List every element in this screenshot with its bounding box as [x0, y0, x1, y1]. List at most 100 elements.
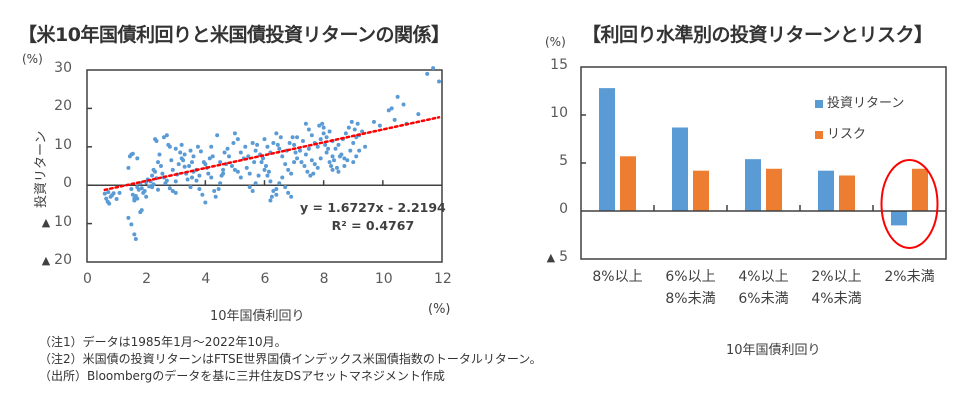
scatter-point — [156, 187, 160, 192]
scatter-point — [306, 146, 311, 151]
scatter-point — [280, 154, 285, 159]
scatter-point — [346, 125, 351, 130]
scatter-point — [349, 119, 354, 124]
scatter-point — [154, 139, 159, 144]
scatter-point — [295, 135, 300, 140]
scatter-point — [329, 164, 334, 168]
scatter-point — [253, 181, 258, 186]
scatter-point — [114, 197, 119, 202]
tick-value: 15 — [550, 57, 568, 73]
scatter-point — [355, 121, 360, 126]
right-y-unit: (%) — [545, 35, 566, 49]
scatter-point — [130, 151, 135, 156]
scatter-point — [187, 164, 192, 168]
scatter-point — [389, 106, 394, 111]
scatter-point — [126, 215, 131, 220]
scatter-point — [395, 94, 400, 99]
scatter-point — [277, 146, 282, 151]
scatter-point — [280, 175, 285, 180]
scatter-point — [157, 152, 162, 157]
scatter-point — [334, 165, 339, 170]
scatter-point — [194, 178, 199, 183]
bar-risk — [839, 175, 855, 211]
category-label-line: 6%未満 — [738, 291, 789, 307]
scatter-point — [324, 135, 329, 140]
scatter-point — [431, 66, 436, 71]
scatter-point — [283, 185, 288, 190]
scatter-point — [315, 165, 320, 170]
negative-marker-icon: ▲ — [41, 254, 51, 267]
tick-value: 20 — [54, 98, 72, 115]
scatter-point — [318, 156, 323, 161]
scatter-point — [232, 167, 237, 172]
scatter-point — [269, 194, 274, 199]
trendline — [103, 116, 441, 192]
scatter-point — [150, 173, 155, 178]
scatter-point — [392, 117, 397, 122]
scatter-point — [213, 194, 218, 199]
scatter-point — [352, 127, 357, 132]
scatter-point — [360, 129, 365, 134]
scatter-point — [200, 192, 205, 197]
y-tick-label: 30 — [54, 60, 72, 76]
scatter-point — [206, 171, 211, 176]
scatter-point — [203, 200, 208, 205]
scatter-point — [333, 146, 338, 151]
scatter-point — [275, 142, 280, 147]
scatter-point — [252, 160, 257, 165]
scatter-point — [235, 137, 240, 142]
category-label-line: 8%未満 — [665, 291, 716, 307]
scatter-point — [156, 160, 160, 165]
tick-value: 5 — [559, 153, 568, 169]
scatter-point — [190, 160, 195, 165]
x-tick-label: 8 — [319, 271, 329, 287]
scatter-point — [215, 133, 220, 138]
y-tick-label: ▲ 10 — [42, 214, 72, 230]
right-chart-title: 【利回り水準別の投資リターンとリスク】 — [582, 24, 933, 46]
scatter-point — [263, 164, 268, 168]
bar-return — [672, 127, 688, 211]
scatter-point — [302, 164, 307, 168]
scatter-point — [250, 140, 255, 145]
scatter-point — [330, 167, 335, 172]
trendline-equation: y = 1.6727x - 2.2194 R² = 0.4767 — [300, 199, 446, 235]
scatter-point — [315, 144, 320, 149]
scatter-point — [209, 175, 214, 180]
scatter-point — [271, 188, 276, 193]
scatter-point — [250, 188, 255, 193]
scatter-point — [210, 154, 215, 159]
tick-value: 0 — [559, 201, 568, 217]
scatter-point — [209, 144, 214, 149]
scatter-point — [151, 182, 156, 187]
scatter-point — [348, 148, 353, 153]
scatter-point — [132, 198, 137, 203]
scatter-point — [188, 148, 193, 153]
bar-return — [891, 211, 907, 226]
scatter-point — [401, 102, 406, 107]
tick-value: 10 — [550, 105, 568, 121]
scatter-point — [386, 108, 391, 113]
scatter-point — [259, 160, 264, 165]
scatter-point — [182, 164, 187, 169]
scatter-point — [286, 190, 291, 195]
scatter-point — [247, 185, 252, 190]
tick-value: 10 — [54, 136, 72, 153]
scatter-point — [292, 160, 297, 165]
scatter-point — [107, 201, 112, 206]
scatter-point — [197, 173, 202, 178]
scatter-point — [231, 140, 236, 145]
scatter-point — [179, 142, 184, 147]
scatter-point — [274, 131, 279, 136]
left-y-unit: (%) — [22, 52, 43, 66]
scatter-point — [326, 146, 331, 151]
x-tick-label: 10 — [374, 271, 393, 287]
scatter-point — [290, 135, 295, 140]
scatter-point — [262, 137, 267, 142]
scatter-point — [321, 131, 326, 136]
scatter-point — [102, 191, 107, 196]
left-x-axis-label: 10年国債利回り — [210, 309, 305, 324]
scatter-point — [232, 131, 237, 136]
scatter-point — [437, 79, 442, 84]
bar-return — [818, 170, 834, 211]
